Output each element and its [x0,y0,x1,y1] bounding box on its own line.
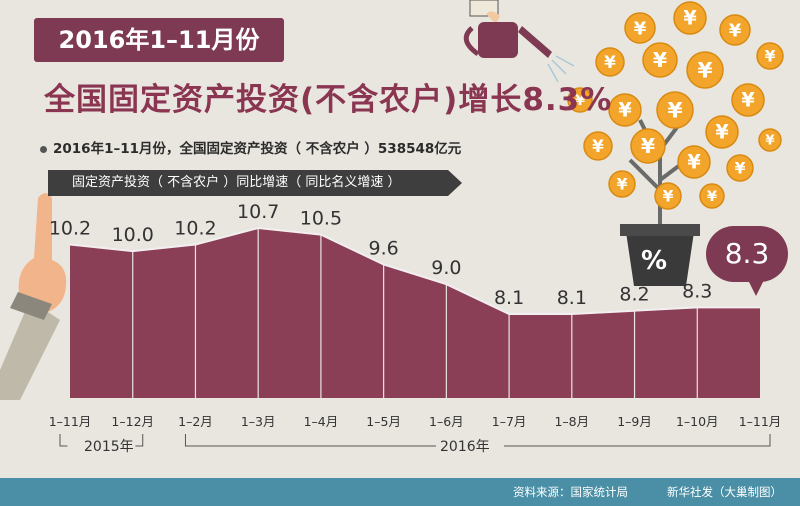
year-label-2016: 2016年 [440,439,490,455]
category-label: 1–3月 [241,414,276,429]
coin-icon: ¥ [758,128,782,152]
data-label: 10.7 [237,201,279,223]
date-banner: 2016年1–11月份 [34,18,284,62]
category-label: 1–7月 [492,414,527,429]
coin-icon: ¥ [731,83,765,117]
category-label: 1–5月 [366,414,401,429]
credit-text: 新华社发（大巢制图） [667,485,782,499]
area-chart: 10.2 10.0 10.2 10.7 10.5 9.6 9.0 8.1 8.1 8.2 8.3 1–… [49,201,782,447]
source-text: 资料来源：国家统计局 [513,485,628,499]
svg-text:¥: ¥ [715,121,729,144]
svg-text:¥: ¥ [634,18,647,39]
data-label: 10.0 [112,224,154,246]
footer-bar [0,478,800,506]
coin-icon: ¥ [642,42,678,78]
coin-icon: ¥ [583,131,613,161]
coin-icon: ¥ [686,51,724,89]
category-label: 1–8月 [554,414,589,429]
category-label: 1–9月 [617,414,652,429]
pointing-hand-icon [0,193,67,400]
svg-text:¥: ¥ [687,151,701,174]
svg-text:¥: ¥ [618,99,632,122]
coin-icon: ¥ [677,145,711,179]
category-label: 1–4月 [304,414,339,429]
coin-icon: ¥ [756,42,784,70]
svg-text:¥: ¥ [729,20,742,41]
summary-text: 2016年1–11月份，全国固定资产投资（ 不含农户 ）538548亿元 [53,141,462,157]
data-label: 9.6 [369,237,399,259]
year-label-2015: 2015年 [84,439,134,455]
headline: 全国固定资产投资(不含农户)增长8.3% [44,82,613,118]
coin-icon: ¥ [608,93,642,127]
year-bracket [184,434,771,447]
svg-text:¥: ¥ [575,93,585,109]
svg-text:¥: ¥ [707,189,717,205]
data-label: 10.2 [49,218,91,240]
data-label: 9.0 [431,257,461,279]
coin-icon: ¥ [567,87,593,113]
latest-value-callout: 8.3 [706,226,788,296]
coin-icon: ¥ [719,14,751,46]
coin-icon: ¥ [630,128,666,164]
summary-line: 2016年1–11月份，全国固定资产投资（ 不含农户 ）538548亿元 [40,137,461,157]
category-label: 1–11月 [49,414,92,429]
coin-icon: ¥ [673,1,707,35]
series-line [69,226,760,315]
coin-icon: ¥ [656,91,694,129]
svg-text:¥: ¥ [683,7,697,30]
svg-text:¥: ¥ [604,52,616,72]
data-label: 8.3 [682,280,712,302]
category-label: 1–12月 [111,414,154,429]
coin-icon: ¥ [624,12,656,44]
coin-icon: ¥ [595,47,625,77]
data-label: 10.2 [174,218,216,240]
bullet-icon [40,145,47,153]
coin-icon: ¥ [726,154,754,182]
svg-text:¥: ¥ [765,47,776,65]
svg-text:¥: ¥ [592,136,604,156]
svg-text:¥: ¥ [697,59,712,84]
chart-title-bar: 固定资产投资（ 不含农户 ）同比增速（ 同比名义增速 ） [48,170,462,196]
category-label: 1–2月 [178,414,213,429]
percent-pot-label: % [641,246,668,276]
coin-icon: ¥ [699,183,725,209]
money-tree-icon: ¥ ¥ ¥ ¥ ¥ ¥ ¥ ¥ ¥ ¥ ¥ ¥ ¥ ¥ ¥ ¥ ¥ ¥ ¥ ¥ [567,1,784,286]
svg-text:¥: ¥ [653,48,667,72]
coin-icon: ¥ [654,182,682,210]
watering-can-icon [463,0,575,83]
series-area [70,228,760,398]
svg-text:¥: ¥ [741,89,755,112]
data-label: 10.5 [300,208,342,230]
category-label: 1–6月 [429,414,464,429]
data-label: 8.2 [619,284,649,306]
svg-text:¥: ¥ [663,187,674,205]
svg-text:¥: ¥ [667,99,682,124]
category-label: 1–10月 [676,414,719,429]
svg-text:¥: ¥ [735,159,746,177]
svg-text:¥: ¥ [765,134,775,149]
svg-text:¥: ¥ [641,134,655,158]
coin-icon: ¥ [705,115,739,149]
data-label: 8.1 [557,287,587,309]
year-bracket [59,434,144,447]
category-label: 1–11月 [739,414,782,429]
coin-icon: ¥ [608,170,636,198]
data-label: 8.1 [494,287,524,309]
svg-text:¥: ¥ [617,175,628,193]
